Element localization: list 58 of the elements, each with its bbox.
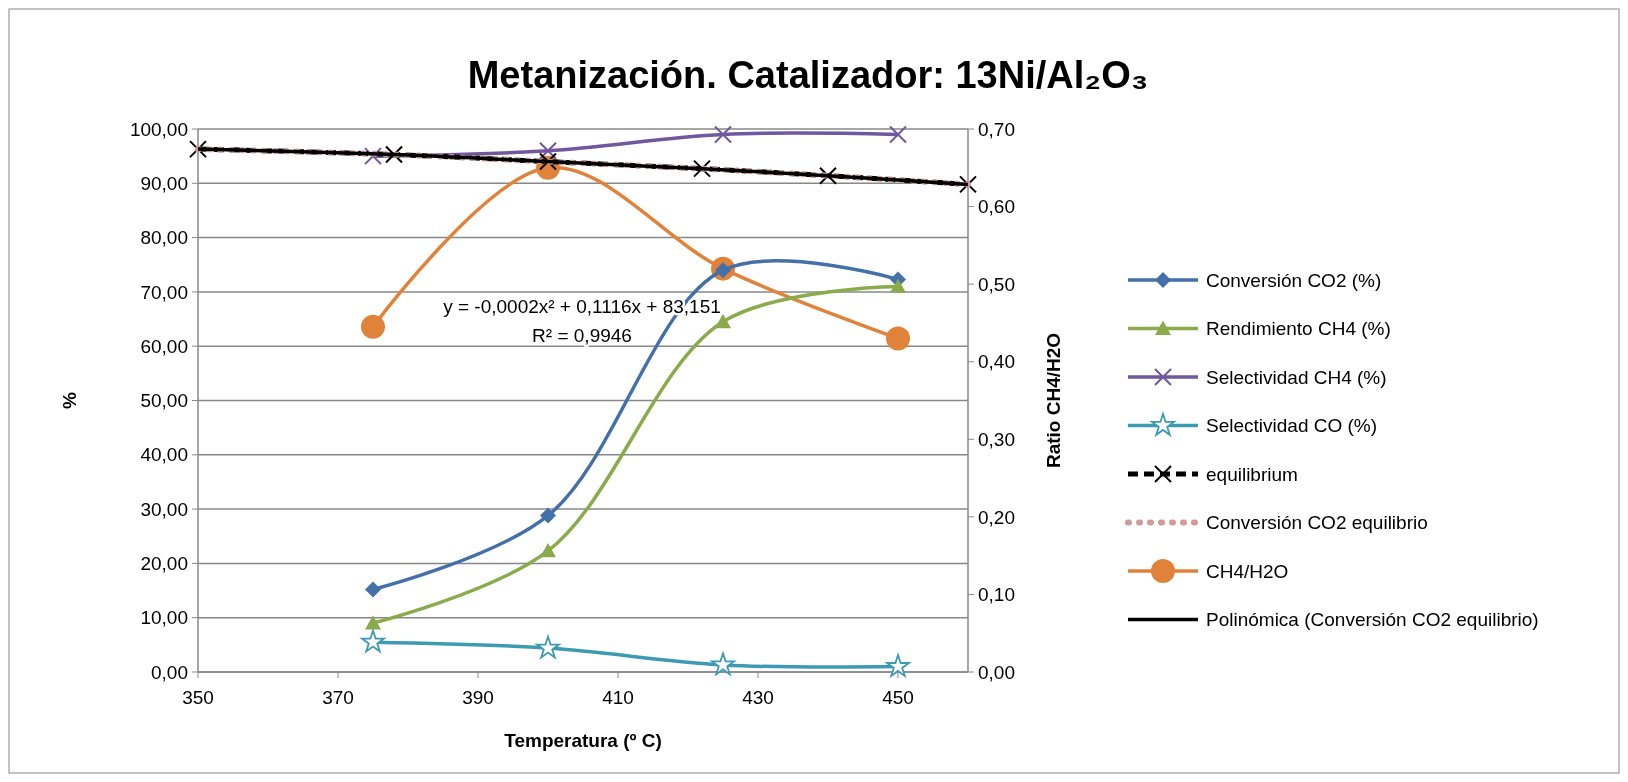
- x-tick-label: 350: [182, 687, 214, 708]
- legend-label: Conversión CO2 (%): [1206, 269, 1382, 291]
- y2-tick-label: 0,10: [978, 584, 1015, 606]
- point: [889, 125, 907, 144]
- point: [540, 542, 556, 558]
- y-tick-label: 80,00: [140, 227, 188, 249]
- y2-tick-label: 0,50: [978, 273, 1015, 295]
- x-tick-label: 430: [742, 687, 774, 708]
- y-tick-label: 60,00: [140, 335, 188, 357]
- point: [364, 147, 382, 166]
- legend-label: Rendimiento CH4 (%): [1206, 318, 1391, 340]
- y-tick-label: 20,00: [140, 553, 188, 575]
- point: [886, 654, 910, 677]
- legend-label: CH4/H2O: [1206, 560, 1289, 582]
- point: [365, 581, 381, 598]
- legend-label: Conversión CO2 equilibrio: [1206, 512, 1428, 534]
- y-tick-label: 30,00: [140, 498, 188, 520]
- point: [536, 635, 560, 659]
- y-tick-label: 10,00: [140, 607, 188, 629]
- x-tick-label: 370: [322, 687, 354, 708]
- legend-label: Polinómica (Conversión CO2 equilibrio): [1206, 609, 1539, 631]
- x-tick-label: 410: [602, 687, 634, 708]
- y-tick-label: 70,00: [140, 281, 188, 303]
- y-tick-label: 90,00: [140, 172, 188, 194]
- annotation: R² = 0,9946: [532, 325, 632, 346]
- y2-tick-label: 0,00: [978, 661, 1015, 683]
- y2-tick-label: 0,30: [978, 428, 1015, 450]
- y2-tick-label: 0,40: [978, 351, 1015, 373]
- point: [361, 629, 385, 653]
- chart-title: Metanización. Catalizador: 13Ni/Al₂O₃: [467, 54, 1149, 96]
- point: [385, 145, 403, 164]
- legend-label: equilibrium: [1206, 463, 1298, 485]
- point: [189, 140, 207, 159]
- point: [539, 141, 557, 160]
- point: [693, 159, 711, 178]
- x-tick-label: 390: [462, 687, 494, 708]
- point: [886, 326, 910, 351]
- y-axis-title: %: [59, 391, 80, 409]
- x-axis-title: Temperatura (º C): [504, 730, 662, 751]
- legend-label: Selectividad CO (%): [1206, 415, 1378, 437]
- x-tick-label: 450: [882, 687, 914, 708]
- y2-axis-title: Ratio CH4/H2O: [1043, 332, 1064, 469]
- point: [711, 652, 735, 676]
- point: [890, 278, 906, 293]
- y-tick-label: 50,00: [140, 390, 188, 412]
- point: [361, 314, 385, 339]
- point: [959, 175, 977, 194]
- y2-tick-label: 0,20: [978, 506, 1015, 528]
- y2-tick-label: 0,70: [978, 118, 1015, 140]
- point: [714, 125, 732, 144]
- y2-tick-label: 0,60: [978, 196, 1015, 218]
- point: [819, 166, 837, 185]
- y-tick-label: 40,00: [140, 444, 188, 466]
- legend-label: Selectividad CH4 (%): [1206, 366, 1387, 388]
- y-tick-label: 100,00: [129, 118, 188, 140]
- point: [540, 507, 556, 524]
- y-tick-label: 0,00: [151, 661, 188, 683]
- point: [365, 615, 381, 630]
